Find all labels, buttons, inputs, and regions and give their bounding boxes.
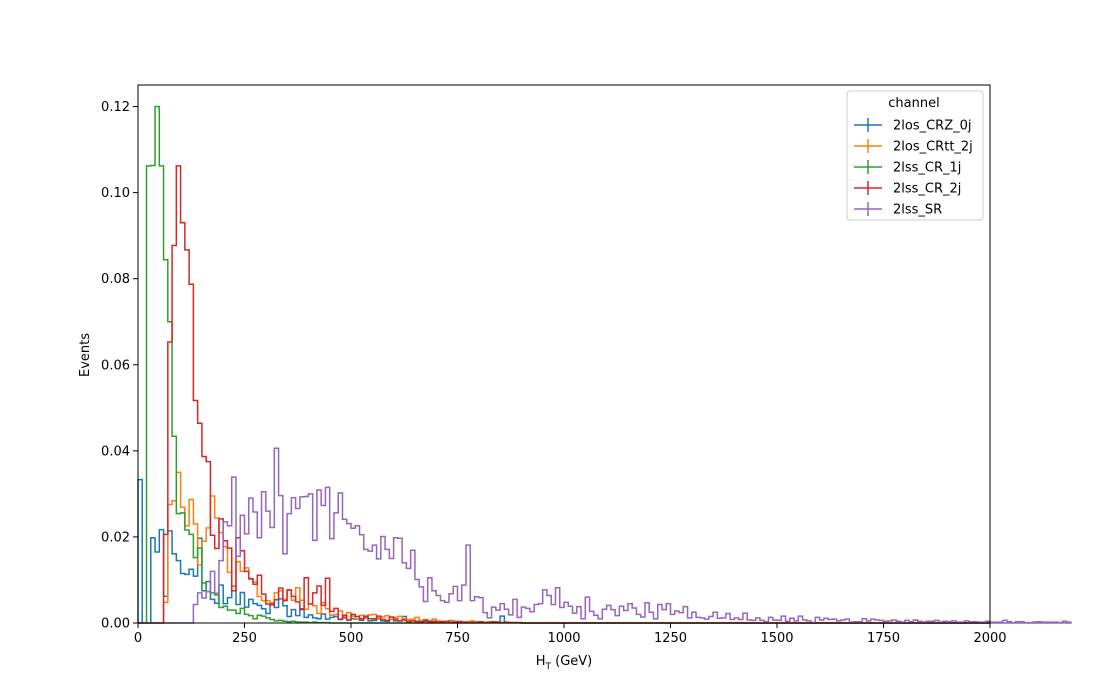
y-tick-label: 0.06 — [101, 358, 130, 373]
legend-label: 2lss_CR_2j — [893, 182, 961, 197]
x-tick-label: 1500 — [760, 631, 793, 646]
series-2lss_SR — [138, 447, 1072, 624]
y-tick-label: 0.02 — [101, 530, 130, 545]
x-axis: 0 250 500 750 1000 1250 1500 1750 2000 — [134, 623, 1007, 646]
y-tick-label: 0.04 — [101, 444, 130, 459]
legend-entry-2lss_SR: 2lss_SR — [854, 202, 942, 218]
x-axis-label-main: H — [536, 654, 546, 669]
x-tick-label: 1750 — [867, 631, 900, 646]
series-layer — [137, 105, 1072, 624]
legend-label: 2los_CRtt_2j — [893, 140, 973, 155]
legend-entry-2los_CRZ_0j: 2los_CRZ_0j — [854, 118, 972, 134]
x-tick-label: 2000 — [973, 631, 1006, 646]
x-tick-label: 500 — [339, 631, 364, 646]
legend-label: 2lss_SR — [893, 203, 942, 218]
legend-label: 2lss_CR_1j — [893, 161, 961, 176]
legend-entry-2lss_CR_2j: 2lss_CR_2j — [854, 181, 961, 197]
series-2lss_CR_2j — [138, 165, 990, 624]
y-tick-label: 0.10 — [101, 186, 130, 201]
x-axis-label: HT (GeV) — [536, 654, 593, 672]
legend-entry-2lss_CR_1j: 2lss_CR_1j — [854, 160, 961, 176]
x-tick-label: 1250 — [654, 631, 687, 646]
legend-entries: 2los_CRZ_0j 2los_CRtt_2j 2lss_CR_1j 2lss_CR… — [854, 118, 973, 218]
x-axis-label-subscript: T — [545, 662, 552, 672]
legend-entry-2los_CRtt_2j: 2los_CRtt_2j — [854, 139, 973, 155]
y-axis-label: Events — [78, 333, 93, 377]
legend: channel 2los_CRZ_0j 2los_CRtt_2j 2lss_CR_1… — [846, 90, 984, 221]
y-tick-label: 0.12 — [101, 100, 130, 115]
x-tick-label: 1000 — [547, 631, 580, 646]
x-tick-label: 0 — [134, 631, 142, 646]
legend-label: 2los_CRZ_0j — [893, 119, 972, 134]
x-tick-label: 250 — [232, 631, 257, 646]
x-tick-label: 750 — [445, 631, 470, 646]
x-axis-label-rest: (GeV) — [551, 654, 592, 669]
legend-title: channel — [888, 96, 939, 111]
y-axis: 0.00 0.02 0.04 0.06 0.08 0.10 0.12 — [101, 100, 138, 632]
y-tick-label: 0.00 — [101, 617, 130, 632]
y-tick-label: 0.08 — [101, 272, 130, 287]
plot-area — [137, 84, 1072, 624]
